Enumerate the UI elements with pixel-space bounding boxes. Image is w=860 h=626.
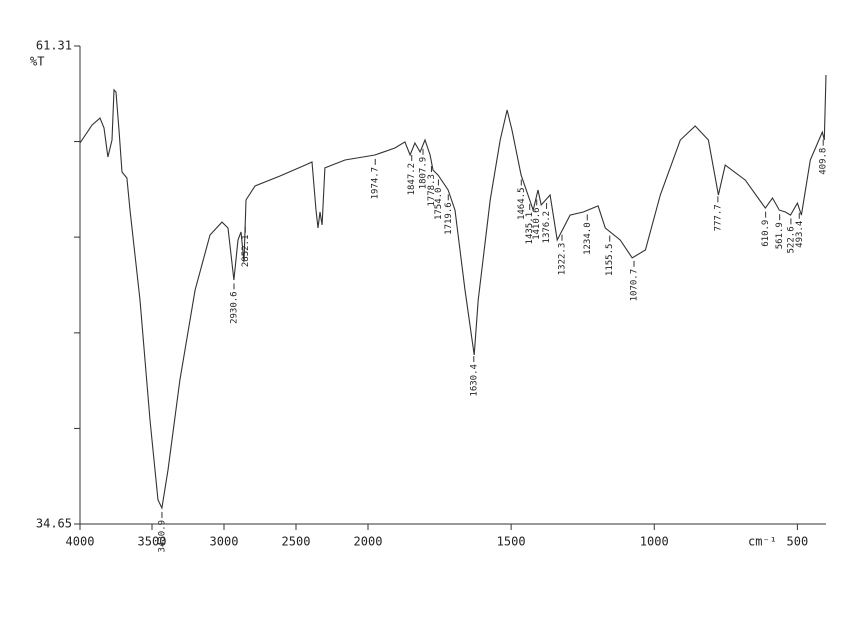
spectrum-line — [79, 74, 827, 510]
x-tick-label: 1000 — [640, 535, 669, 549]
y-tick-label: 61.31 — [36, 39, 72, 53]
peak-label: 1807.9 — [418, 157, 428, 190]
peak-label: 2852.1 — [241, 235, 251, 268]
x-tick-label: 3500 — [138, 535, 167, 549]
peak-label: 561.9 — [775, 222, 785, 249]
peak-label: 1376.2 — [542, 211, 552, 244]
peak-label: 1070.7 — [630, 269, 640, 302]
x-tick-label: 3000 — [210, 535, 239, 549]
peak-label: 1630.4 — [469, 364, 479, 397]
peak-label: 777.7 — [713, 204, 723, 231]
peak-label: 1974.7 — [371, 167, 381, 200]
peak-label: 1847.2 — [407, 163, 417, 196]
peak-label: 409.8 — [819, 148, 829, 175]
peak-label: 1435.1 — [525, 212, 535, 245]
peak-label: 2930.6 — [229, 291, 239, 324]
y-axis-label: %T — [30, 55, 44, 69]
peak-label: 1719.6 — [444, 202, 454, 235]
x-tick-label: 1500 — [497, 535, 526, 549]
peak-label: 1322.3 — [557, 243, 567, 276]
x-axis-label: cm⁻¹ — [748, 535, 777, 549]
y-tick-label: 34.65 — [36, 517, 72, 531]
peak-label: 3430.9 — [157, 520, 167, 553]
peak-label: 1410.6 — [532, 207, 542, 240]
x-tick-label: 500 — [787, 535, 809, 549]
peak-label: 610.9 — [761, 220, 771, 247]
peak-label: 1778.3 — [427, 174, 437, 207]
peak-label: 522.6 — [786, 226, 796, 253]
peak-label: 1754.0 — [434, 188, 444, 221]
peak-label: 1464.5 — [517, 188, 527, 221]
x-tick-label: 4000 — [66, 535, 95, 549]
peak-label: 1234.0 — [583, 222, 593, 255]
x-tick-label: 2500 — [282, 535, 311, 549]
peak-label: 493.4 — [795, 221, 805, 248]
x-tick-label: 2000 — [354, 535, 383, 549]
peak-label: 1155.5 — [605, 244, 615, 277]
